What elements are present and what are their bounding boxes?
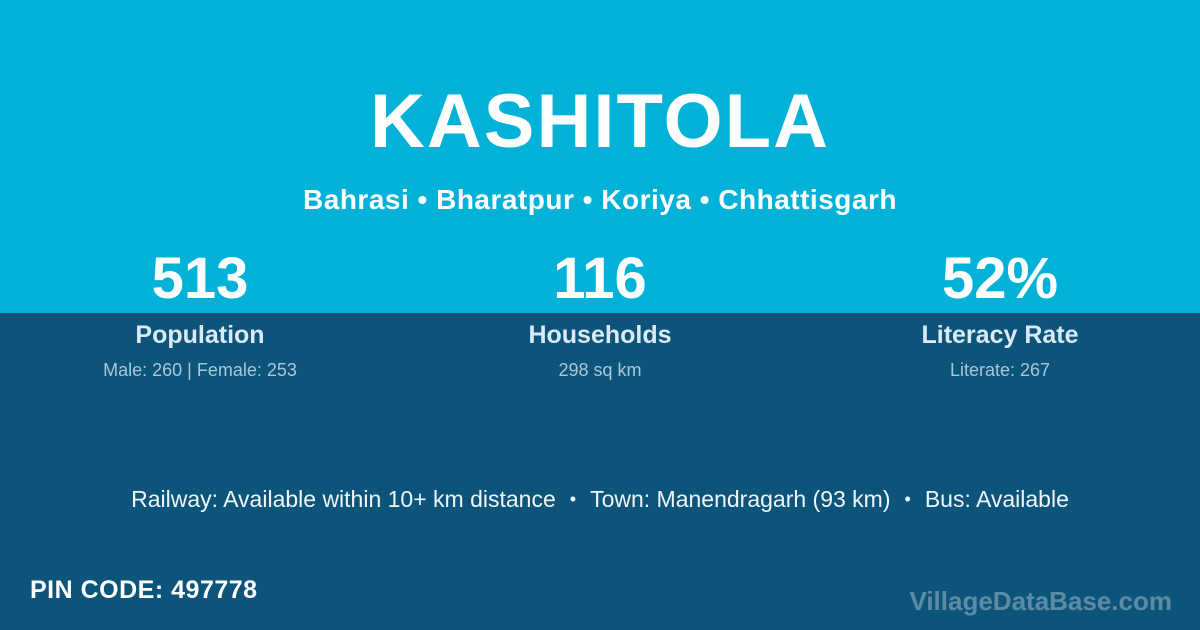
pin-code-value: 497778 [171,576,258,604]
page-title: KASHITOLA [370,79,830,164]
population-label: Population [135,321,265,349]
bus-info: Bus: Available [924,486,1069,512]
bullet-separator: • [569,489,577,509]
population-detail: Male: 260 | Female: 253 [103,360,297,380]
top-color-band [0,0,1200,313]
bullet-separator: • [904,489,911,509]
households-label: Households [528,321,672,349]
pin-code: PIN CODE: 497778 [30,576,258,605]
stat-population: 513 Population Male: 260 | Female: 253 [0,250,400,381]
households-value: 116 [553,246,647,311]
stat-literacy: 52% Literacy Rate Literate: 267 [800,250,1200,381]
literacy-detail: Literate: 267 [949,360,1051,380]
pin-code-label: PIN CODE: [30,576,164,604]
site-watermark: VillageDataBase.com [909,586,1172,616]
transport-info-line: Railway: Available within 10+ km distanc… [0,486,1200,513]
literacy-label: Literacy Rate [921,321,1079,349]
town-info: Town: Manendragarh (93 km) [590,486,891,512]
households-detail: 298 sq km [558,360,642,380]
stats-row: 513 Population Male: 260 | Female: 253 1… [0,250,1200,381]
location-breadcrumb: Bahrasi • Bharatpur • Koriya • Chhattisg… [303,184,897,215]
literacy-value: 52% [941,246,1059,311]
railway-info: Railway: Available within 10+ km distanc… [131,486,556,512]
stat-households: 116 Households 298 sq km [400,250,800,381]
population-value: 513 [151,246,249,311]
